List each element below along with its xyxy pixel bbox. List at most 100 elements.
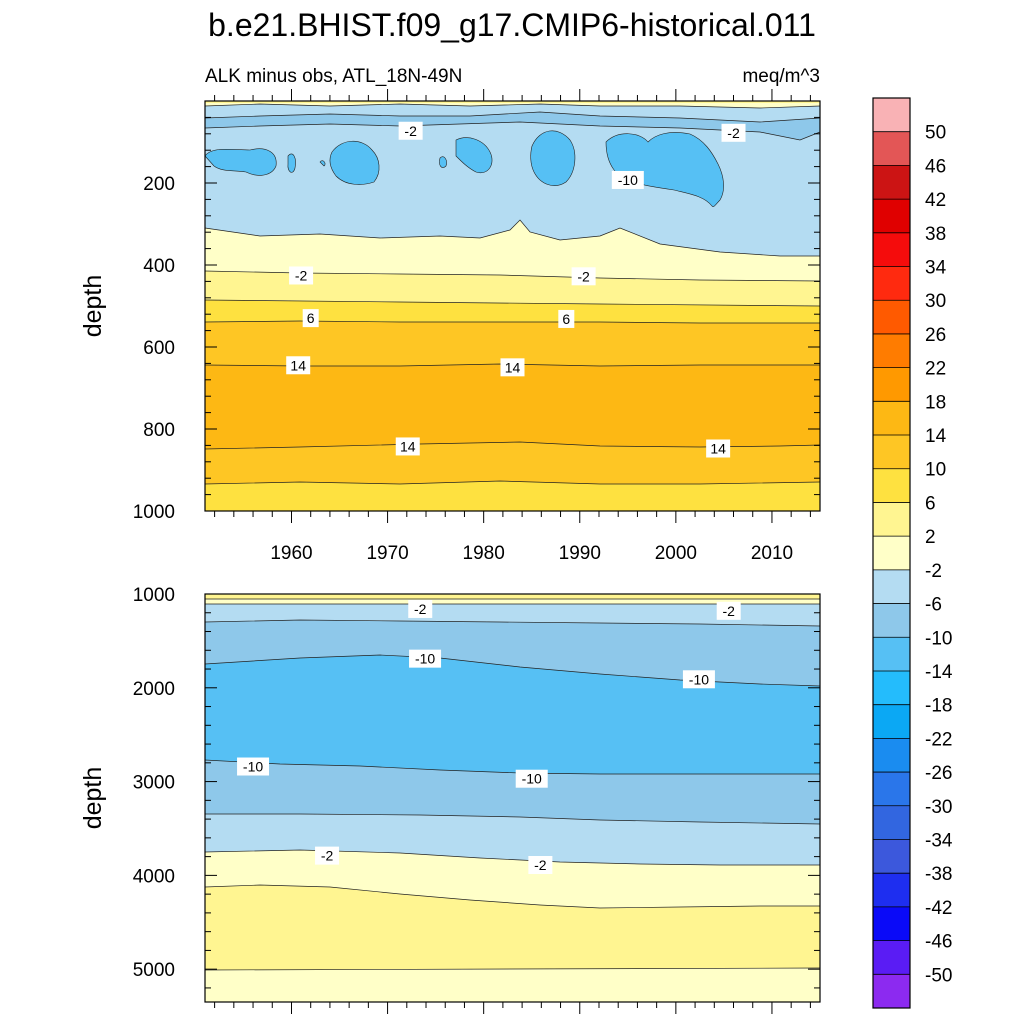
colorbar-swatch xyxy=(873,266,910,301)
colorbar-level-label: 42 xyxy=(925,190,946,211)
upper-contour-label-box xyxy=(500,358,525,377)
colorbar-swatch xyxy=(873,232,910,268)
lower-contour-label: -2 xyxy=(315,846,340,865)
colorbar-swatch xyxy=(873,704,910,739)
lower-contour-label: -10 xyxy=(515,769,548,788)
upper-y-tick-label: 400 xyxy=(143,256,175,277)
colorbar-swatch xyxy=(873,940,910,975)
upper-contour-label: -2 xyxy=(571,267,596,286)
lower-contour-label: -2 xyxy=(528,856,553,874)
upper-y-axis-label: depth xyxy=(79,275,107,338)
upper-contour-label-text: 14 xyxy=(710,441,726,457)
lower-contour-fill xyxy=(205,594,820,1002)
colorbar-frame xyxy=(872,97,911,1009)
colorbar-level-label: 10 xyxy=(925,460,946,481)
upper-contour-label: 6 xyxy=(302,309,319,328)
lower-contour-label-box xyxy=(528,856,553,874)
colorbar-level-label: -42 xyxy=(925,898,952,919)
lower-contour-label-box xyxy=(408,599,433,618)
colorbar-level-label: 30 xyxy=(925,291,946,312)
lower-contour-label-text: -2 xyxy=(534,857,547,873)
upper-contour-label: -2 xyxy=(289,266,314,285)
colorbar-swatch xyxy=(873,199,910,234)
lower-y-tick-label: 3000 xyxy=(133,773,175,794)
lower-contour-label-box xyxy=(515,769,548,788)
colorbar-level-label: -18 xyxy=(925,696,952,717)
lower-contour-label-box xyxy=(409,649,442,668)
upper-contour-label: 14 xyxy=(500,358,525,377)
upper-x-tick-label: 2010 xyxy=(751,543,793,564)
upper-contour-label: -10 xyxy=(611,170,644,189)
upper-contour-label: 14 xyxy=(706,439,731,458)
colorbar-swatch xyxy=(873,367,910,402)
colorbar-swatch xyxy=(873,603,910,638)
lower-contour-label-box xyxy=(315,846,340,865)
lower-contour-label: -10 xyxy=(237,757,270,776)
lower-plot-frame xyxy=(204,593,821,1003)
lower-contour-label-text: -2 xyxy=(321,848,334,864)
colorbar-level-label: -10 xyxy=(925,628,952,649)
upper-x-tick-label: 1970 xyxy=(366,543,408,564)
colorbar-level-label: -38 xyxy=(925,864,952,885)
upper-x-tick-label: 1990 xyxy=(559,543,601,564)
colorbar-level-label: 18 xyxy=(925,392,946,413)
colorbar-level-label: 38 xyxy=(925,224,946,245)
lower-contour-label-text: -10 xyxy=(522,771,542,787)
colorbar-swatch xyxy=(873,974,910,1009)
colorbar-swatch xyxy=(873,873,910,908)
colorbar-swatch xyxy=(873,637,910,672)
lower-y-tick-label: 2000 xyxy=(133,679,175,700)
upper-contour-label-text: 6 xyxy=(307,310,315,326)
colorbar-level-label: -26 xyxy=(925,763,952,784)
upper-contour-label-text: -2 xyxy=(295,267,308,283)
colorbar-level-label: 34 xyxy=(925,258,947,279)
upper-contour-label-text: -2 xyxy=(577,268,590,284)
upper-contour-label: 14 xyxy=(395,437,420,456)
upper-x-tick-label: 1960 xyxy=(270,543,312,564)
lower-y-tick-label: 5000 xyxy=(133,960,175,981)
lower-y-tick-label: 4000 xyxy=(133,866,175,887)
upper-contour-label-text: -10 xyxy=(618,172,638,188)
upper-contour-label-box xyxy=(395,437,420,456)
colorbar-level-label: 14 xyxy=(925,426,947,447)
upper-contour-label-text: 14 xyxy=(505,359,521,375)
upper-contour-label-box xyxy=(398,121,423,140)
lower-y-tick-label: 1000 xyxy=(133,585,175,606)
colorbar-swatch xyxy=(873,670,910,706)
colorbar-level-label: 50 xyxy=(925,123,946,144)
colorbar-level-label: -50 xyxy=(925,965,952,986)
upper-contour-label-text: -2 xyxy=(727,125,740,141)
upper-contour-label: -2 xyxy=(721,123,746,142)
lower-panel: -2 -2 -10 -10 -10 -10 -2 -2 1000 2000 3000 4000 500… xyxy=(79,585,821,1014)
colorbar-swatch xyxy=(873,906,910,942)
colorbar-swatch xyxy=(873,772,910,807)
upper-contour-label-box xyxy=(289,266,314,285)
lower-contour-label-text: -10 xyxy=(689,671,709,687)
colorbar: 50 46 42 38 34 30 26 22 18 14 10 6 2 -2 -6 -10 -14 -18 -22… xyxy=(872,97,953,1009)
lower-contour-label-text: -2 xyxy=(722,603,735,619)
colorbar-swatch xyxy=(873,300,910,335)
upper-contour-label-box xyxy=(611,170,644,189)
colorbar-level-label: -46 xyxy=(925,932,952,953)
colorbar-swatch xyxy=(873,536,910,571)
colorbar-swatch xyxy=(873,502,910,537)
colorbar-level-label: 22 xyxy=(925,359,946,380)
lower-contour-label: -10 xyxy=(682,670,715,689)
colorbar-level-label: -14 xyxy=(925,662,953,683)
colorbar-swatch xyxy=(873,131,910,166)
colorbar-swatch xyxy=(873,333,910,369)
colorbar-level-label: -34 xyxy=(925,830,953,851)
colorbar-level-label: -6 xyxy=(925,595,942,616)
upper-x-tick-label: 1980 xyxy=(463,543,505,564)
upper-contour-fill xyxy=(204,101,820,511)
upper-y-tick-label: 200 xyxy=(143,174,175,195)
colorbar-swatch xyxy=(873,569,910,605)
upper-contour-label-box xyxy=(721,123,746,142)
colorbar-swatch xyxy=(873,468,910,503)
upper-axes: 200 400 600 800 1000 1960 1970 1980 1990 2000 2010 xyxy=(133,89,820,564)
colorbar-swatch xyxy=(873,435,910,470)
figure-title: b.e21.BHIST.f09_g17.CMIP6-historical.011 xyxy=(208,7,816,43)
lower-contour-label-text: -10 xyxy=(415,651,435,667)
upper-contour-label: 6 xyxy=(558,309,575,328)
